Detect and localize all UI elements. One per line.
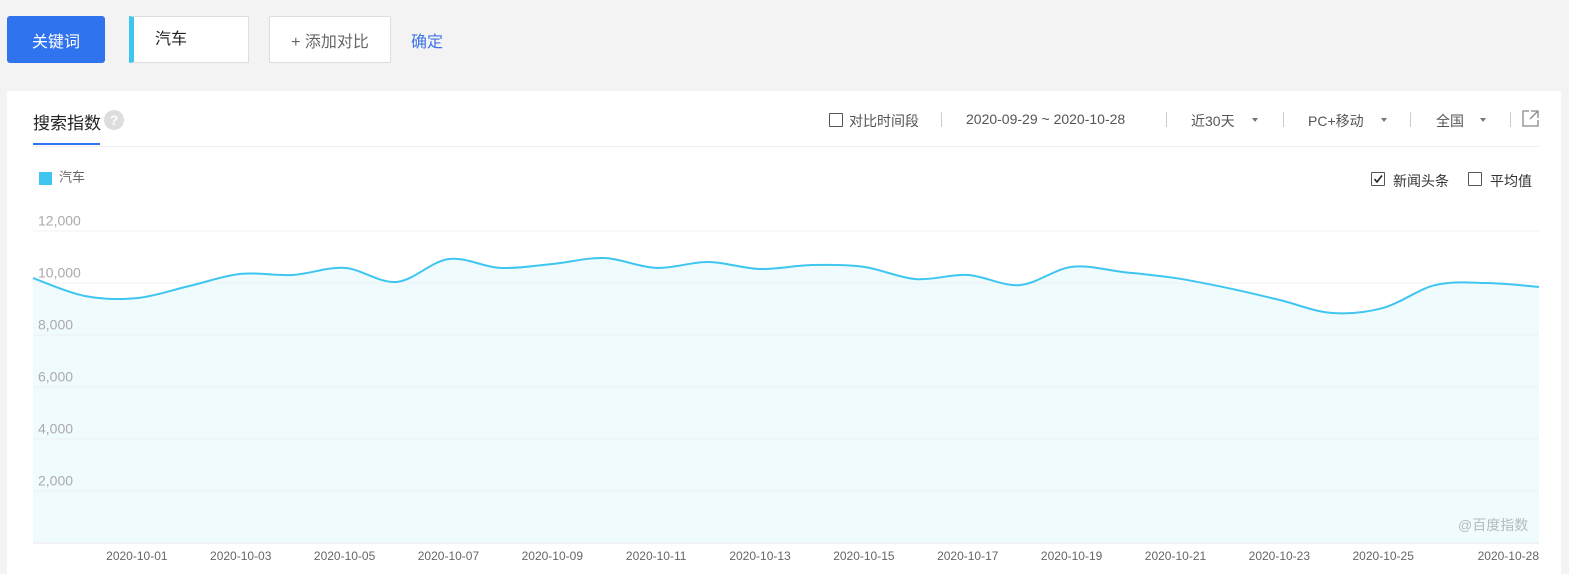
x-tick-label: 2020-10-23	[1249, 549, 1311, 563]
y-tick-label: 8,000	[38, 317, 73, 333]
period-select[interactable]: 近30天	[1191, 113, 1235, 129]
date-range[interactable]: 2020-09-29 ~ 2020-10-28	[966, 111, 1126, 127]
line	[32, 257, 1540, 315]
keyword-input[interactable]: 汽车	[129, 16, 249, 63]
x-tick-label: 2020-10-21	[1145, 549, 1207, 563]
x-tick-label: 2020-10-15	[833, 549, 895, 563]
option-label[interactable]: 新闻头条	[1393, 173, 1449, 189]
x-tick-label: 2020-10-13	[729, 549, 791, 563]
separator	[33, 146, 1539, 147]
checkbox[interactable]	[829, 113, 843, 127]
y-tick-label: 2,000	[38, 473, 73, 489]
panel	[7, 91, 1561, 574]
tab[interactable]: 搜索指数	[33, 114, 101, 133]
divider	[1283, 112, 1284, 127]
device-select[interactable]: PC+移动	[1308, 113, 1364, 129]
watermark: @百度指数	[1458, 517, 1529, 533]
option-label[interactable]: 平均值	[1490, 173, 1532, 189]
x-tick-label: 2020-10-25	[1353, 549, 1415, 563]
x-tick-label: 2020-10-01	[106, 549, 168, 563]
x-tick-label: 2020-10-05	[314, 549, 376, 563]
dropdown-arrow	[1252, 118, 1258, 122]
compare-period[interactable]: 对比时间段	[849, 113, 919, 129]
region-select[interactable]: 全国	[1436, 113, 1464, 129]
add-compare-button[interactable]: + 添加对比	[269, 16, 391, 63]
legend-label: 汽车	[59, 169, 85, 184]
x-tick-label: 2020-10-09	[522, 549, 584, 563]
legend-swatch	[39, 172, 52, 185]
divider	[1510, 112, 1511, 127]
dropdown-arrow	[1381, 118, 1387, 122]
divider	[1410, 112, 1411, 127]
y-tick-label: 10,000	[38, 265, 81, 281]
y-tick-label: 4,000	[38, 421, 73, 437]
x-tick-label: 2020-10-11	[626, 549, 687, 563]
x-tick-label: 2020-10-19	[1041, 549, 1103, 563]
y-tick-label: 12,000	[38, 213, 81, 229]
x-tick-label: 2020-10-07	[418, 549, 480, 563]
export-icon[interactable]	[1522, 110, 1539, 127]
keyword-button[interactable]: 关键词	[7, 16, 105, 63]
y-tick-label: 6,000	[38, 369, 73, 385]
checkbox[interactable]	[1371, 172, 1385, 186]
divider	[941, 112, 942, 127]
confirm-link[interactable]: 确定	[411, 34, 444, 51]
checkmark	[1373, 175, 1383, 184]
help-icon[interactable]: ?	[104, 110, 124, 130]
divider	[1166, 112, 1167, 127]
area	[33, 257, 1539, 543]
x-tick-label: 2020-10-17	[937, 549, 999, 563]
tab-underline	[33, 143, 100, 145]
x-tick-label: 2020-10-28	[1478, 549, 1540, 563]
x-tick-label: 2020-10-03	[210, 549, 272, 563]
dropdown-arrow	[1480, 118, 1486, 122]
checkbox[interactable]	[1468, 172, 1482, 186]
